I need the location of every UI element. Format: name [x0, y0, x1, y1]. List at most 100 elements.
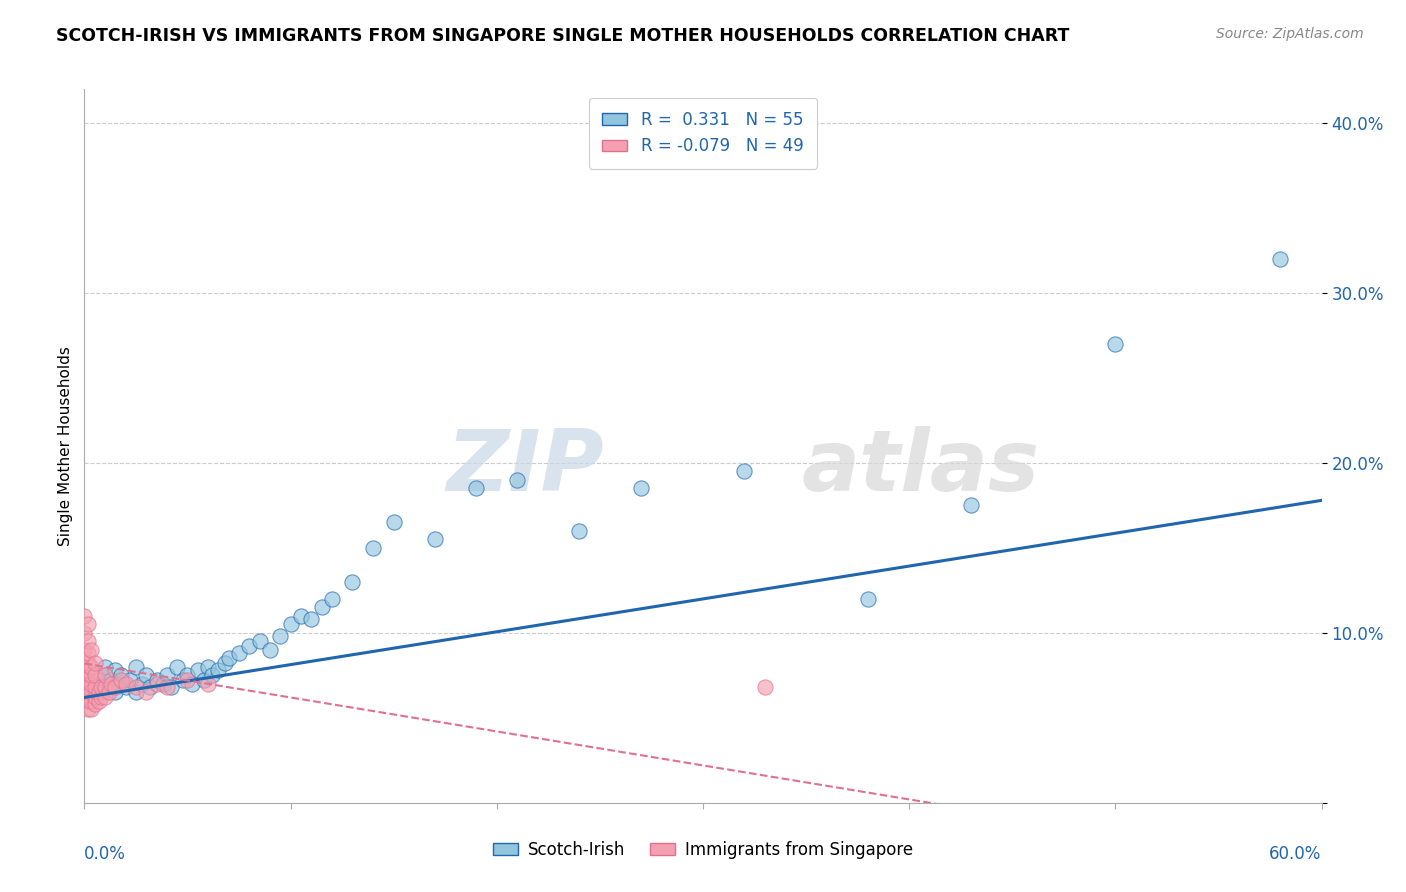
- Point: [73, 608, 96, 623]
- Point: [160, 680, 183, 694]
- Point: [73, 685, 96, 699]
- Point: [249, 634, 271, 648]
- Point: [98, 680, 121, 694]
- Point: [77, 663, 100, 677]
- Point: [104, 680, 127, 694]
- Point: [73, 660, 96, 674]
- Point: [201, 668, 224, 682]
- Point: [94, 668, 117, 682]
- Point: [465, 482, 488, 496]
- Point: [856, 591, 879, 606]
- Point: [104, 685, 127, 699]
- Point: [180, 677, 202, 691]
- Point: [90, 680, 112, 694]
- Point: [100, 673, 122, 688]
- Point: [73, 677, 96, 691]
- Point: [321, 591, 343, 606]
- Legend: Scotch-Irish, Immigrants from Singapore: Scotch-Irish, Immigrants from Singapore: [486, 835, 920, 866]
- Point: [83, 677, 105, 691]
- Point: [568, 524, 591, 538]
- Point: [187, 663, 209, 677]
- Point: [73, 668, 96, 682]
- Point: [214, 657, 236, 671]
- Point: [73, 626, 96, 640]
- Point: [259, 643, 281, 657]
- Point: [238, 640, 260, 654]
- Point: [77, 702, 100, 716]
- Point: [145, 673, 167, 688]
- Point: [79, 643, 101, 657]
- Point: [131, 677, 153, 691]
- Point: [77, 657, 100, 671]
- Point: [172, 673, 194, 688]
- Point: [77, 680, 100, 694]
- Point: [156, 680, 179, 694]
- Point: [110, 668, 132, 682]
- Point: [77, 634, 100, 648]
- Point: [83, 690, 105, 705]
- Point: [94, 690, 117, 705]
- Point: [79, 660, 101, 674]
- Point: [207, 663, 229, 677]
- Point: [98, 685, 121, 699]
- Point: [73, 694, 96, 708]
- Point: [110, 673, 132, 688]
- Point: [83, 698, 105, 712]
- Point: [100, 677, 122, 691]
- Text: Source: ZipAtlas.com: Source: ZipAtlas.com: [1216, 27, 1364, 41]
- Text: SCOTCH-IRISH VS IMMIGRANTS FROM SINGAPORE SINGLE MOTHER HOUSEHOLDS CORRELATION C: SCOTCH-IRISH VS IMMIGRANTS FROM SINGAPOR…: [56, 27, 1070, 45]
- Point: [77, 685, 100, 699]
- Point: [423, 533, 446, 547]
- Point: [361, 541, 384, 555]
- Point: [166, 660, 188, 674]
- Point: [197, 660, 219, 674]
- Point: [90, 685, 112, 699]
- Point: [77, 673, 100, 688]
- Point: [104, 663, 127, 677]
- Point: [733, 465, 755, 479]
- Text: 0.0%: 0.0%: [84, 846, 127, 863]
- Point: [290, 608, 312, 623]
- Point: [135, 685, 157, 699]
- Point: [90, 690, 112, 705]
- Point: [94, 668, 117, 682]
- Point: [135, 668, 157, 682]
- Point: [152, 677, 174, 691]
- Point: [77, 694, 100, 708]
- Point: [83, 668, 105, 682]
- Point: [114, 680, 136, 694]
- Point: [114, 677, 136, 691]
- Point: [228, 646, 250, 660]
- Point: [108, 677, 131, 691]
- Point: [87, 685, 110, 699]
- Point: [218, 651, 240, 665]
- Point: [156, 668, 179, 682]
- Y-axis label: Single Mother Households: Single Mother Households: [58, 346, 73, 546]
- Point: [125, 680, 148, 694]
- Point: [77, 646, 100, 660]
- Point: [87, 694, 110, 708]
- Point: [139, 680, 162, 694]
- Point: [382, 516, 405, 530]
- Point: [269, 629, 291, 643]
- Point: [299, 612, 322, 626]
- Point: [79, 702, 101, 716]
- Point: [342, 574, 364, 589]
- Point: [1104, 337, 1126, 351]
- Point: [280, 617, 302, 632]
- Point: [311, 600, 333, 615]
- Point: [145, 677, 167, 691]
- Point: [125, 660, 148, 674]
- Point: [94, 680, 117, 694]
- Point: [79, 668, 101, 682]
- Text: atlas: atlas: [801, 425, 1040, 509]
- Point: [193, 673, 215, 688]
- Point: [79, 694, 101, 708]
- Text: ZIP: ZIP: [446, 425, 605, 509]
- Point: [754, 680, 776, 694]
- Point: [197, 677, 219, 691]
- Point: [630, 482, 652, 496]
- Point: [1270, 252, 1292, 266]
- Point: [118, 673, 141, 688]
- Point: [79, 685, 101, 699]
